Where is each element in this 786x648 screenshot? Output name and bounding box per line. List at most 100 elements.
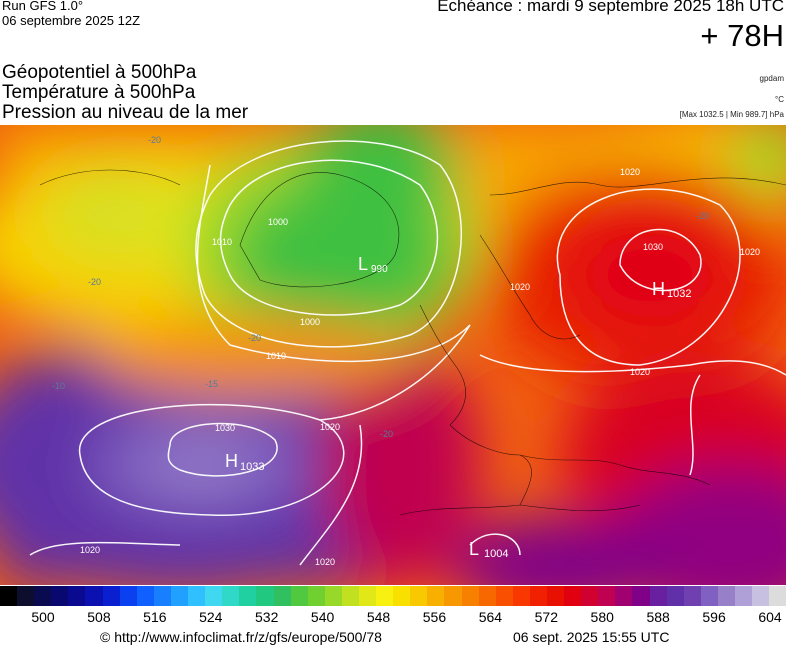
isobar-label: 1020 [620, 167, 640, 177]
colorbar-tick-label: 572 [534, 609, 558, 625]
forecast-valid-time: Échéance : mardi 9 septembre 2025 18h UT… [437, 0, 784, 15]
colorbar-tick-label: 548 [366, 609, 391, 625]
colorbar-tick-label: 604 [758, 609, 782, 625]
param-temperature: Température à 500hPa [2, 82, 196, 103]
credit-link[interactable]: © http://www.infoclimat.fr/z/gfs/europe/… [100, 629, 382, 645]
isobar-label: 1000 [268, 217, 288, 227]
isobar-label: 1010 [212, 237, 232, 247]
colorbar-swatch [17, 586, 35, 606]
colorbar-swatch [666, 586, 684, 606]
low-center-value: 1004 [484, 548, 508, 560]
weather-map: L 990 H 1032 H 1033 L 1004 1000 1000 101… [0, 125, 786, 585]
run-date-label: 06 septembre 2025 12Z [2, 13, 141, 28]
colorbar-swatch [34, 586, 52, 606]
temperature-label: -20 [696, 211, 709, 221]
colorbar-swatch [564, 586, 582, 606]
colorbar-ticks: 500 508 516 524 532 540 548 556 564 572 580 588 596 6… [0, 609, 786, 629]
colorbar-swatch [615, 586, 633, 606]
temperature-label: -20 [88, 277, 101, 287]
colorbar [0, 586, 786, 606]
temperature-label: -20 [148, 135, 161, 145]
colorbar-swatch [769, 586, 786, 606]
colorbar-swatch [290, 586, 308, 606]
isobar-label: 1020 [80, 545, 100, 555]
unit-pressure-range: [Max 1032.5 | Min 989.7] hPa [679, 110, 784, 119]
colorbar-swatch [717, 586, 736, 606]
isobar-label: 1020 [740, 247, 760, 257]
isobar-label: 1020 [510, 282, 530, 292]
colorbar-swatch [529, 586, 547, 606]
map-generated-time: 06 sept. 2025 15:55 UTC [513, 629, 670, 645]
colorbar-swatch [307, 586, 325, 606]
temperature-label: -15 [205, 379, 218, 389]
colorbar-swatch [393, 586, 411, 606]
high-center-value: 1033 [240, 461, 264, 473]
colorbar-swatch [51, 586, 69, 606]
colorbar-swatch [752, 586, 770, 606]
colorbar-tick-label: 564 [478, 609, 503, 625]
colorbar-swatch [410, 586, 428, 606]
colorbar-swatch [649, 586, 667, 606]
colorbar-swatch [427, 586, 445, 606]
colorbar-swatch [273, 586, 291, 606]
colorbar-tick-label: 580 [590, 609, 614, 625]
colorbar-swatch [461, 586, 479, 606]
temperature-label: -20 [248, 333, 261, 343]
colorbar-swatch [376, 586, 394, 606]
colorbar-swatch [188, 586, 206, 606]
colorbar-swatch [358, 586, 377, 606]
colorbar-swatch [324, 586, 342, 606]
param-pressure: Pression au niveau de la mer [2, 102, 249, 123]
low-center-label: L [469, 539, 479, 559]
param-geopotential: Géopotentiel à 500hPa [2, 62, 197, 83]
colorbar-tick-label: 508 [87, 609, 111, 625]
colorbar-tick-label: 588 [646, 609, 670, 625]
colorbar-swatch [256, 586, 274, 606]
colorbar-tick-label: 524 [199, 609, 223, 625]
low-center-label: L [358, 254, 368, 274]
colorbar-swatch [0, 586, 18, 606]
temperature-label: -20 [380, 429, 393, 439]
temperature-label: -10 [52, 381, 65, 391]
colorbar-swatch [85, 586, 103, 606]
colorbar-swatch [700, 586, 718, 606]
isobar-label: 1010 [266, 351, 286, 361]
colorbar-swatch [239, 586, 257, 606]
low-center-value: 990 [371, 264, 388, 275]
isobar-label: 1020 [315, 557, 335, 567]
colorbar-tick-label: 540 [310, 609, 335, 625]
colorbar-tick-label: 596 [702, 609, 726, 625]
colorbar-swatch [153, 586, 171, 606]
colorbar-swatch [495, 586, 513, 606]
colorbar-swatch [735, 586, 753, 606]
colorbar-swatch [102, 586, 120, 606]
colorbar-swatch [478, 586, 496, 606]
colorbar-swatch [547, 586, 565, 606]
colorbar-swatch [222, 586, 240, 606]
colorbar-swatch [68, 586, 86, 606]
forecast-horizon: + 78H [700, 18, 784, 53]
run-model-label: Run GFS 1.0° [2, 0, 84, 13]
isobar-label: 1030 [215, 423, 235, 433]
isobar-label: 1020 [630, 367, 650, 377]
colorbar-swatch [205, 586, 223, 606]
isobar-label: 1000 [300, 317, 320, 327]
isobar-label: 1030 [643, 242, 663, 252]
colorbar-tick-label: 556 [422, 609, 447, 625]
colorbar-swatch [581, 586, 599, 606]
colorbar-tick-label: 516 [143, 609, 167, 625]
high-center-label: H [225, 451, 238, 471]
isobar-label: 1020 [320, 422, 340, 432]
colorbar-swatch [632, 586, 650, 606]
unit-geopotential: gpdam [759, 74, 784, 83]
colorbar-swatch [136, 586, 154, 606]
colorbar-swatch [683, 586, 701, 606]
colorbar-tick-label: 500 [31, 609, 55, 625]
colorbar-tick-label: 532 [255, 609, 279, 625]
high-center-label: H [652, 279, 665, 299]
colorbar-swatch [512, 586, 530, 606]
colorbar-swatch [444, 586, 462, 606]
unit-temperature: °C [775, 95, 784, 104]
colorbar-swatch [119, 586, 137, 606]
colorbar-swatch [170, 586, 189, 606]
